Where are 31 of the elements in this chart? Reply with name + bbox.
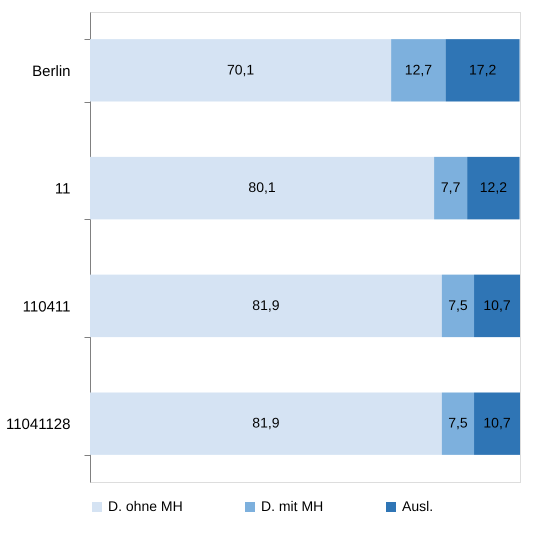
legend-label: D. mit MH	[261, 498, 324, 514]
y-tick-label: 11041128	[6, 416, 70, 434]
bar	[90, 39, 392, 102]
data-label: 80,1	[248, 179, 276, 196]
data-label: 12,7	[404, 61, 432, 78]
legend-label: D. ohne MH	[108, 498, 183, 514]
data-label: 70,1	[226, 61, 254, 78]
bar	[90, 156, 434, 220]
bar	[90, 392, 442, 455]
data-label: 81,9	[252, 296, 280, 313]
bar	[474, 274, 520, 338]
data-label: 7,5	[448, 414, 468, 431]
bar	[442, 392, 474, 455]
data-label: 81,9	[252, 414, 280, 431]
bar	[467, 156, 520, 220]
bar	[434, 156, 468, 220]
bar	[442, 274, 474, 338]
data-label: 12,2	[480, 179, 508, 196]
bar	[90, 274, 442, 338]
y-tick-label: Berlin	[32, 62, 70, 80]
bar	[391, 39, 446, 102]
legend-label: Ausl.	[402, 498, 434, 514]
y-tick-label: 11	[54, 180, 70, 198]
data-label: 17,2	[469, 61, 496, 78]
data-label: 10,7	[483, 414, 511, 431]
bar	[446, 39, 520, 102]
y-tick-label: 110411	[22, 298, 70, 316]
data-label: 10,7	[483, 296, 511, 313]
data-label: 7,7	[440, 179, 461, 196]
data-label: 7,5	[448, 296, 468, 313]
bar	[474, 392, 520, 455]
